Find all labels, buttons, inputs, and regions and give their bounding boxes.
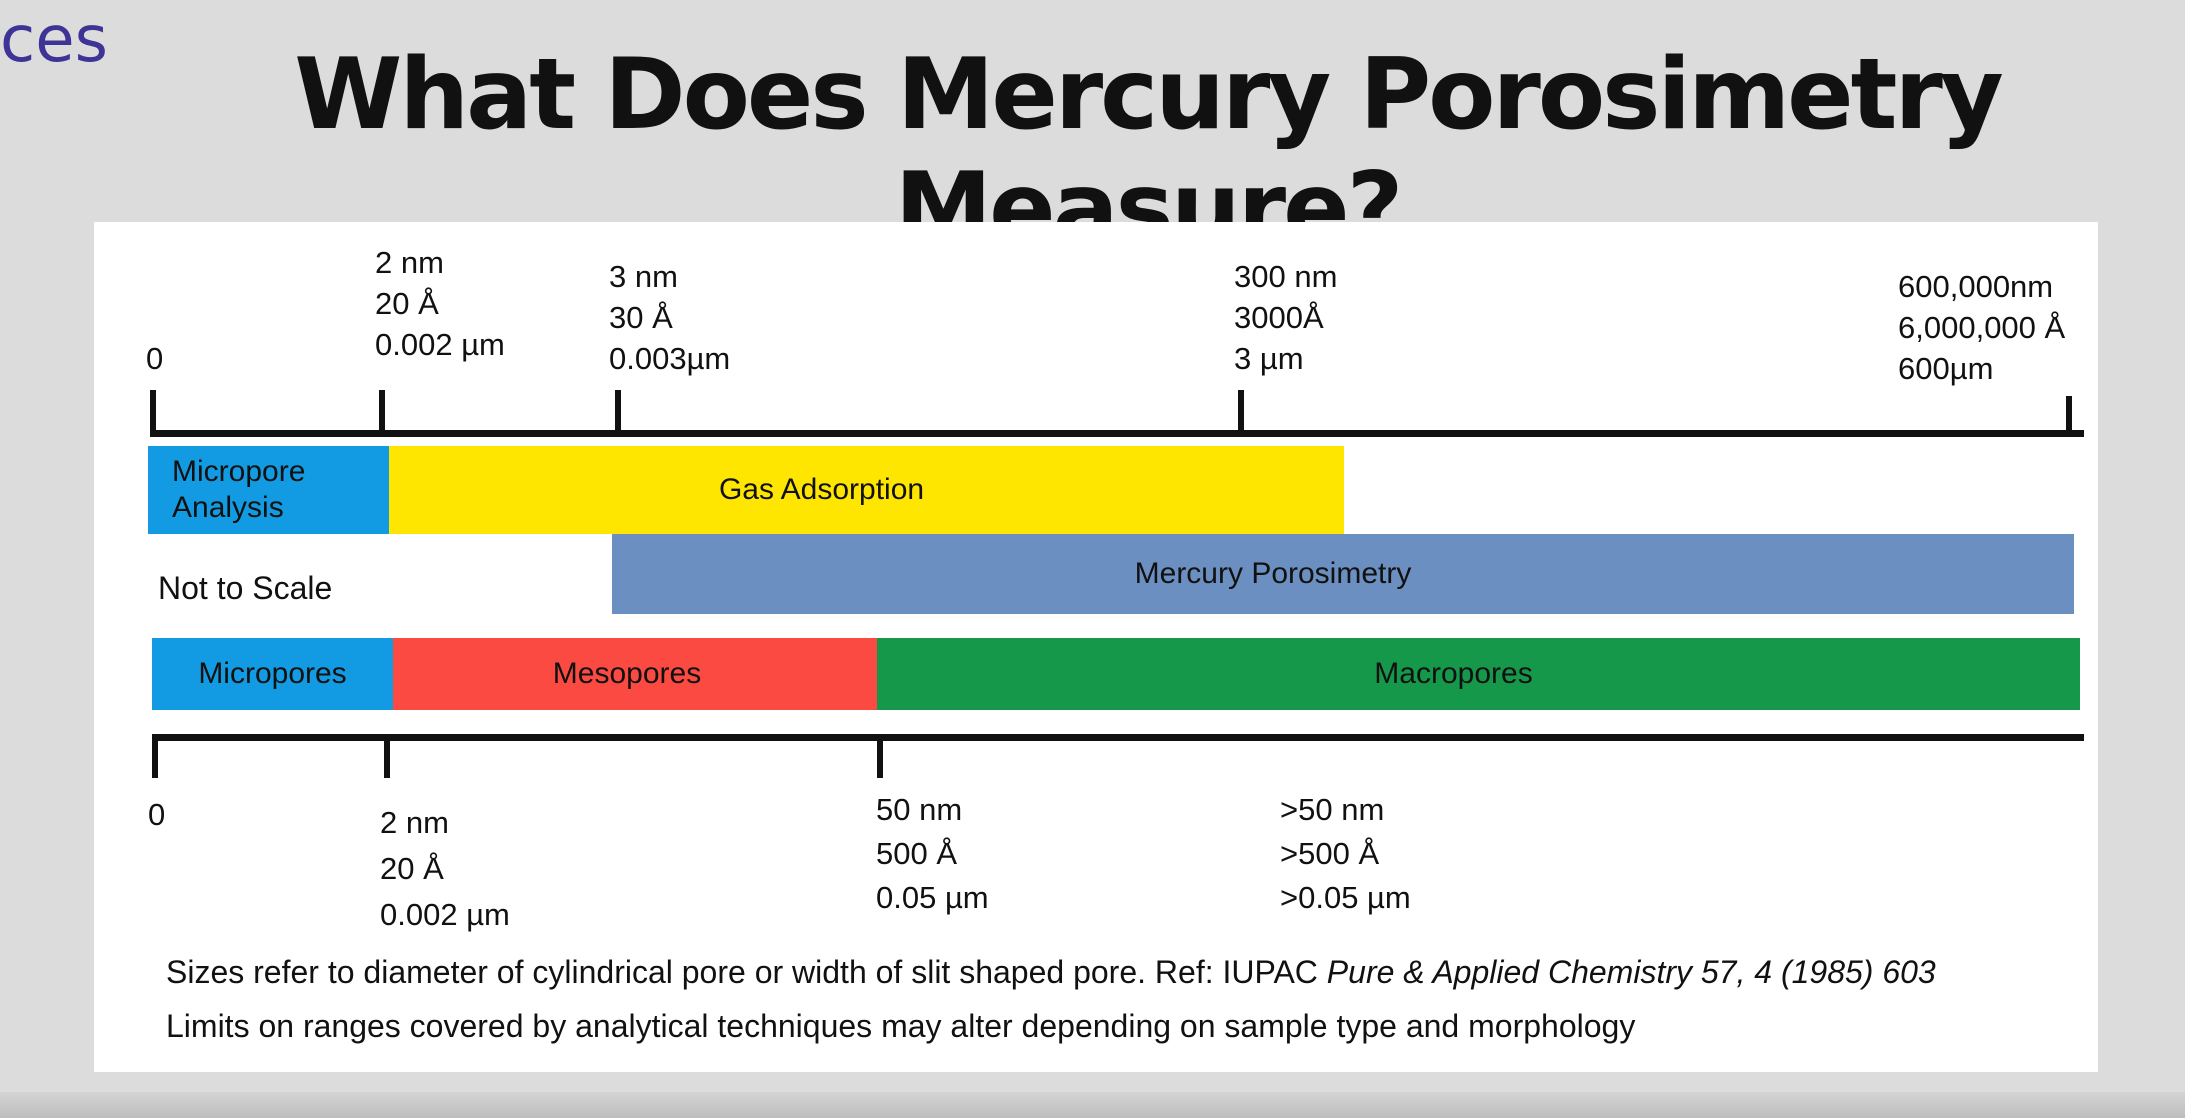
iupac-reference: Pure & Applied Chemistry 57, 4 (1985) 60… [1326,954,1936,990]
top-tick-600000nm [2066,396,2072,436]
top-scale-300nm: 300 nm 3000Å 3 µm [1234,259,1338,376]
bottom-scale-zero: 0 [148,797,166,832]
mercury-porosimetry-band: Mercury Porosimetry [612,534,2074,614]
slide-title: What Does Mercury Porosimetry Measure? [294,38,2003,266]
bottom-tick-0 [152,734,158,778]
not-to-scale-note: Not to Scale [158,570,333,606]
pore-size-diagram: 0 2 nm 20 Å 0.002 µm 3 nm 30 Å 0.003µm 3… [94,222,2098,1072]
mesopores-label: Mesopores [552,657,702,690]
bottom-scale-gt50nm: >50 nm >500 Å >0.05 µm [1280,792,1411,915]
micropore-analysis-band: Micropore Analysis [148,446,389,534]
top-tick-2nm [379,390,385,436]
bottom-edge [0,1092,2185,1118]
top-tick-3nm [615,390,621,436]
top-scale-600000nm: 600,000nm 6,000,000 Å 600µm [1898,269,2066,386]
top-scale-3nm: 3 nm 30 Å 0.003µm [609,259,731,376]
bottom-scale-50nm: 50 nm 500 Å 0.05 µm [876,792,989,915]
top-tick-0 [150,390,156,436]
gas-adsorption-label: Gas Adsorption [718,473,925,506]
macropores-label: Macropores [1374,657,1533,690]
bottom-scale-axis [152,734,2084,741]
mesopores-band: Mesopores [393,638,877,710]
bottom-scale-2nm: 2 nm 20 Å 0.002 µm [380,805,510,932]
micropore-analysis-label: Micropore Analysis [172,455,306,524]
macropores-band: Macropores [877,638,2080,710]
top-scale-zero: 0 [146,341,164,376]
footnote-limits: Limits on ranges covered by analytical t… [166,1008,1636,1044]
bottom-tick-2nm [384,734,390,778]
micropores-label: Micropores [198,657,347,690]
top-scale-2nm: 2 nm 20 Å 0.002 µm [375,245,505,362]
footnote-sizes: Sizes refer to diameter of cylindrical p… [166,954,1936,991]
mercury-porosimetry-label: Mercury Porosimetry [1134,557,1412,590]
corner-clipped-text: ces [0,3,108,77]
top-scale-axis [150,430,2084,437]
footnote-sizes-text: Sizes refer to diameter of cylindrical p… [166,954,1327,990]
gas-adsorption-band: Gas Adsorption [389,446,1344,534]
top-tick-300nm [1238,390,1244,436]
micropores-band: Micropores [152,638,393,710]
bottom-tick-50nm [877,734,883,778]
